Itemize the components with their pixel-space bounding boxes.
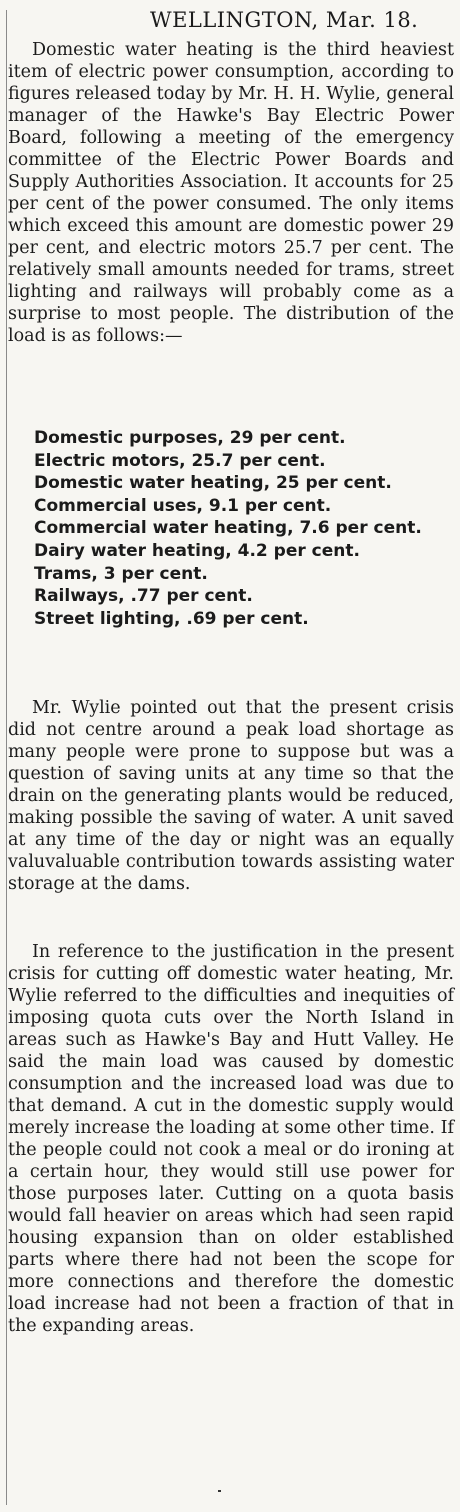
list-item: Commercial water heating, 7.6 per cent. [34,518,422,539]
list-item: Trams, 3 per cent. [34,563,208,584]
paragraph-wylie-crisis: Mr. Wylie pointed out that the present c… [8,698,454,894]
list-item: Street lighting, .69 per cent. [34,608,309,629]
load-distribution-list: Domestic purposes, 29 per cent. Electric… [34,427,454,630]
column-rule [6,10,7,1505]
list-item: Dairy water heating, 4.2 per cent. [34,540,360,561]
list-item: Railways, .77 per cent. [34,586,253,607]
list-item: Domestic purposes, 29 per cent. [34,428,346,448]
list-item: Domestic water heating, 25 per cent. [34,473,392,494]
list-item: Commercial uses, 9.1 per cent. [34,495,332,516]
dateline: WELLINGTON, Mar. 18. [150,8,419,32]
print-speck [218,1490,221,1492]
paragraph-justification: In reference to the justification in the… [8,942,454,1336]
paragraph-intro: Domestic water heating is the third heav… [8,40,454,346]
list-item: Electric motors, 25.7 per cent. [34,450,326,471]
